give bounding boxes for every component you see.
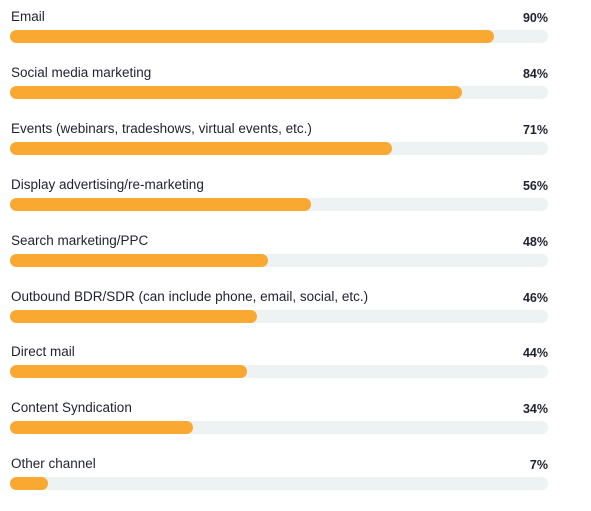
chart-row: Outbound BDR/SDR (can include phone, ema… [0, 288, 591, 344]
value-label: 34% [522, 402, 548, 417]
bar-track [10, 30, 548, 43]
bar [10, 477, 48, 491]
value-label: 48% [522, 234, 548, 249]
bar-track [10, 197, 548, 211]
chart-row: Display advertising/re-marketing 56% [0, 176, 591, 232]
category-label: Display advertising/re-marketing [11, 176, 204, 192]
value-label: 56% [522, 178, 548, 193]
category-label: Events (webinars, tradeshows, virtual ev… [11, 120, 312, 136]
category-label: Search marketing/PPC [11, 232, 149, 248]
value-label: 7% [529, 458, 548, 473]
chart-row: Other channel 7% [0, 455, 591, 511]
chart-row: Direct mail 44% [0, 343, 591, 399]
category-label: Outbound BDR/SDR (can include phone, ema… [11, 288, 369, 304]
category-label: Email [11, 9, 45, 24]
bar [10, 30, 495, 43]
bar [10, 309, 258, 323]
bar-track [10, 365, 548, 379]
category-label: Social media marketing [11, 64, 152, 80]
value-label: 90% [522, 11, 548, 25]
value-label: 84% [522, 66, 548, 81]
value-label: 44% [522, 346, 548, 361]
channel-bar-chart: Email 90% Social media marketing 84% Events … [0, 8, 591, 491]
category-label: Other channel [11, 456, 96, 472]
bar [10, 253, 269, 267]
category-label: Direct mail [11, 344, 75, 360]
bar-track [10, 477, 548, 491]
value-label: 71% [522, 122, 548, 137]
chart-row: Events (webinars, tradeshows, virtual ev… [0, 120, 591, 176]
chart-row: Content Syndication 34% [0, 399, 591, 455]
bar-track [10, 309, 548, 323]
chart-row: Email 90% [0, 8, 591, 64]
bar [10, 85, 462, 99]
bar [10, 421, 193, 435]
bar-track [10, 141, 548, 155]
category-label: Content Syndication [11, 400, 132, 416]
bar [10, 197, 312, 211]
bar-track [10, 421, 548, 435]
bar [10, 365, 247, 379]
bar-track [10, 253, 548, 267]
chart-row: Social media marketing 84% [0, 64, 591, 120]
bar-track [10, 85, 548, 99]
bar [10, 141, 392, 155]
value-label: 46% [522, 290, 548, 305]
chart-row: Search marketing/PPC 48% [0, 232, 591, 288]
